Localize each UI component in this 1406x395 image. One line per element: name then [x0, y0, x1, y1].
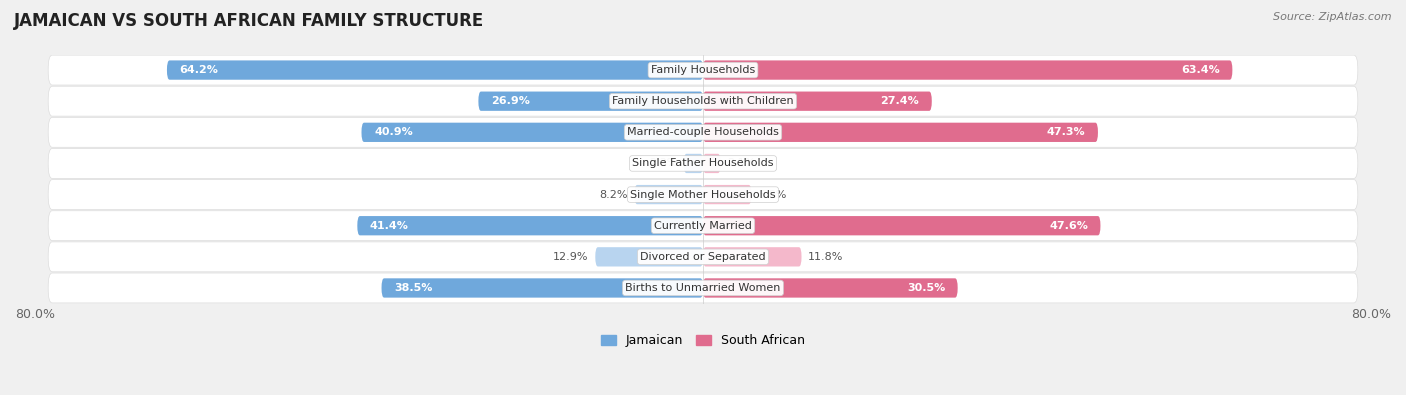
Text: Family Households: Family Households — [651, 65, 755, 75]
FancyBboxPatch shape — [48, 86, 1358, 116]
FancyBboxPatch shape — [167, 60, 703, 80]
FancyBboxPatch shape — [703, 278, 957, 297]
FancyBboxPatch shape — [381, 278, 703, 297]
FancyBboxPatch shape — [703, 92, 932, 111]
FancyBboxPatch shape — [361, 123, 703, 142]
Text: Family Households with Children: Family Households with Children — [612, 96, 794, 106]
Text: Source: ZipAtlas.com: Source: ZipAtlas.com — [1274, 12, 1392, 22]
Legend: Jamaican, South African: Jamaican, South African — [596, 329, 810, 352]
FancyBboxPatch shape — [634, 185, 703, 204]
FancyBboxPatch shape — [703, 216, 1101, 235]
Text: 8.2%: 8.2% — [599, 190, 628, 199]
Text: 30.5%: 30.5% — [907, 283, 945, 293]
Text: 41.4%: 41.4% — [370, 221, 409, 231]
Text: 38.5%: 38.5% — [394, 283, 433, 293]
Text: 47.6%: 47.6% — [1049, 221, 1088, 231]
FancyBboxPatch shape — [703, 185, 751, 204]
Text: 47.3%: 47.3% — [1047, 127, 1085, 137]
Text: JAMAICAN VS SOUTH AFRICAN FAMILY STRUCTURE: JAMAICAN VS SOUTH AFRICAN FAMILY STRUCTU… — [14, 12, 484, 30]
Text: Currently Married: Currently Married — [654, 221, 752, 231]
Text: 2.3%: 2.3% — [648, 158, 678, 168]
Text: Single Father Households: Single Father Households — [633, 158, 773, 168]
FancyBboxPatch shape — [703, 60, 1233, 80]
FancyBboxPatch shape — [48, 211, 1358, 241]
FancyBboxPatch shape — [478, 92, 703, 111]
Text: Married-couple Households: Married-couple Households — [627, 127, 779, 137]
FancyBboxPatch shape — [595, 247, 703, 267]
Text: 2.1%: 2.1% — [727, 158, 755, 168]
Text: 40.9%: 40.9% — [374, 127, 413, 137]
Text: 63.4%: 63.4% — [1181, 65, 1220, 75]
FancyBboxPatch shape — [48, 149, 1358, 179]
Text: Single Mother Households: Single Mother Households — [630, 190, 776, 199]
FancyBboxPatch shape — [48, 180, 1358, 209]
FancyBboxPatch shape — [683, 154, 703, 173]
Text: 26.9%: 26.9% — [491, 96, 530, 106]
FancyBboxPatch shape — [703, 154, 720, 173]
Text: Births to Unmarried Women: Births to Unmarried Women — [626, 283, 780, 293]
Text: 64.2%: 64.2% — [180, 65, 218, 75]
FancyBboxPatch shape — [48, 55, 1358, 85]
Text: 5.8%: 5.8% — [758, 190, 786, 199]
FancyBboxPatch shape — [48, 273, 1358, 303]
Text: 27.4%: 27.4% — [880, 96, 920, 106]
FancyBboxPatch shape — [48, 242, 1358, 272]
FancyBboxPatch shape — [48, 117, 1358, 147]
FancyBboxPatch shape — [703, 247, 801, 267]
Text: Divorced or Separated: Divorced or Separated — [640, 252, 766, 262]
Text: 11.8%: 11.8% — [808, 252, 844, 262]
FancyBboxPatch shape — [357, 216, 703, 235]
FancyBboxPatch shape — [703, 123, 1098, 142]
Text: 12.9%: 12.9% — [553, 252, 589, 262]
